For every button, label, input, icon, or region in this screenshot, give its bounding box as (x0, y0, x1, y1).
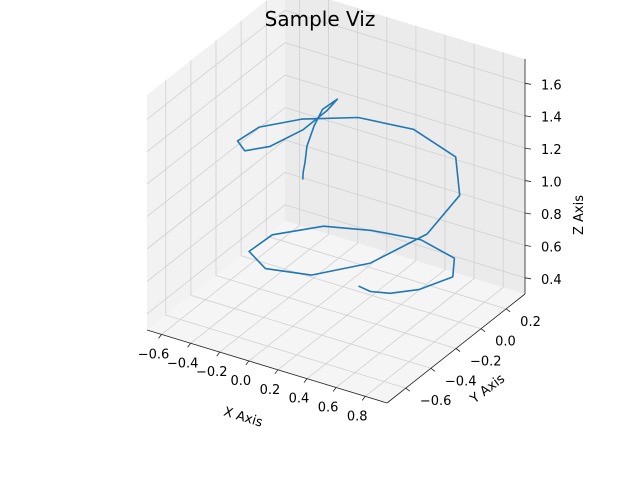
x-tick-mark (361, 396, 366, 401)
grid-line-y (190, 60, 432, 369)
grid-line-z (146, 9, 526, 120)
x-tick-label: 0.2 (260, 383, 281, 398)
grid-line-z (146, 107, 526, 217)
grid-line-x (219, 8, 359, 353)
series-line-0 (236, 98, 461, 295)
x-tick-label: 0.0 (230, 374, 251, 389)
x-tick-label: −0.2 (196, 365, 228, 380)
grid-line-x (277, 25, 417, 371)
z-tick-label: 0.8 (541, 208, 562, 223)
y-tick-label: −0.6 (420, 394, 452, 409)
z-tick-mark (524, 147, 532, 150)
grid-line-y (265, 0, 507, 310)
z-tick-mark (524, 212, 532, 215)
x-axis-label: X Axis (222, 405, 265, 431)
x-tick-label: −0.4 (167, 356, 199, 371)
x-tick-mark (303, 378, 308, 383)
z-tick-label: 1.6 (541, 78, 562, 93)
chart-title: Sample Viz (265, 7, 376, 31)
x-tick-mark (187, 343, 191, 348)
x-tick-mark (216, 351, 221, 357)
grid-lines (146, 0, 526, 397)
x-tick-label: 0.8 (347, 409, 368, 424)
grid-line-z (146, 42, 526, 153)
x-tick-mark (274, 369, 279, 375)
grid-line-z (146, 139, 526, 250)
z-tick-mark (524, 115, 532, 118)
grid-line-x (190, 0, 330, 344)
grid-line-y (165, 80, 406, 389)
y-tick-mark (505, 308, 511, 313)
axis-panes (147, 0, 525, 403)
x-tick-label: 0.6 (318, 401, 339, 416)
series-group (236, 98, 461, 295)
grid-line-y (240, 20, 482, 330)
x-tick-mark (158, 334, 162, 339)
grid-line-x (364, 52, 504, 397)
z-tick-mark (524, 277, 532, 280)
z-tick-label: 1.2 (541, 143, 562, 158)
y-tick-mark (480, 328, 486, 333)
y-tick-label: 0.2 (520, 315, 541, 330)
z-tick-mark (524, 180, 532, 182)
z-tick-label: 1.4 (541, 111, 562, 126)
y-tick-label: 0.0 (495, 335, 516, 350)
y-tick-mark (430, 367, 436, 372)
grid-line-z (146, 74, 526, 185)
y-tick-label: −0.2 (470, 355, 502, 370)
x-axis-line (146, 329, 388, 404)
back-pane (285, 0, 525, 294)
y-tick-label: −0.4 (445, 374, 477, 389)
grid-line-x (248, 17, 388, 362)
y-tick-mark (405, 387, 411, 392)
z-tick-mark (524, 82, 532, 85)
x-tick-mark (332, 387, 337, 392)
x-tick-label: −0.6 (138, 347, 170, 362)
x-tick-mark (245, 360, 250, 366)
tick-group: −0.6−0.4−0.20.00.20.40.60.8−0.6−0.4−0.20… (138, 78, 562, 424)
grid-line-z (146, 171, 526, 282)
grid-line-x (306, 34, 446, 380)
z-tick-label: 0.4 (541, 273, 562, 288)
z-tick-mark (524, 244, 532, 247)
y-tick-mark (455, 348, 461, 352)
grid-line-y (215, 40, 457, 349)
grid-line-x (335, 43, 475, 388)
grid-line-x (161, 0, 300, 335)
x-tick-label: 0.4 (289, 392, 310, 407)
z-tick-label: 0.6 (541, 240, 562, 255)
z-axis-label: Z Axis (572, 195, 587, 235)
z-tick-label: 1.0 (541, 176, 562, 191)
